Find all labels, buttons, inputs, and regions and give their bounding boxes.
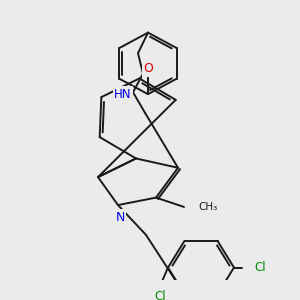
Text: O: O xyxy=(143,62,153,76)
Text: Cl: Cl xyxy=(154,290,166,300)
Text: CH₃: CH₃ xyxy=(198,202,217,212)
Text: N: N xyxy=(115,211,125,224)
Text: Cl: Cl xyxy=(254,261,266,274)
Text: HN: HN xyxy=(114,88,132,100)
